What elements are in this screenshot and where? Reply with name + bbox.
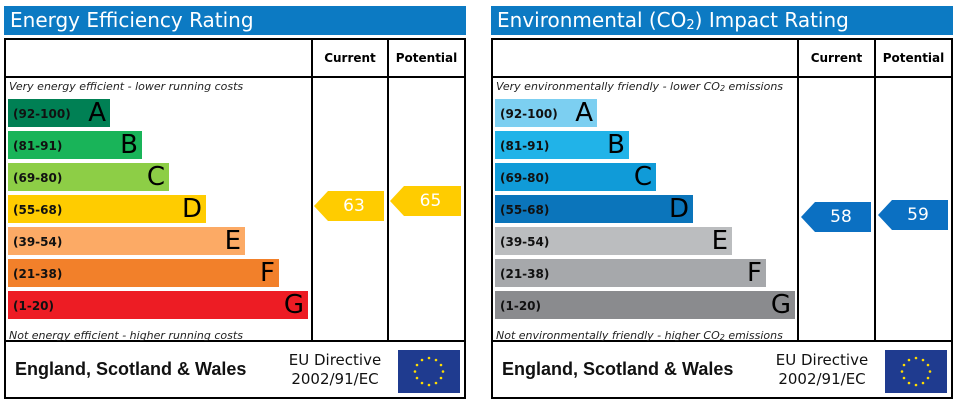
potential-column-header: Potential bbox=[882, 51, 945, 65]
environment-title: Environmental (CO2) Impact Rating bbox=[491, 6, 953, 35]
note-text: Very environmentally friendly - lower CO bbox=[496, 80, 720, 93]
note-subscript: 2 bbox=[719, 333, 725, 342]
footer-directive: EU Directive 2002/91/EC bbox=[280, 351, 390, 389]
current-column-header: Current bbox=[324, 51, 376, 65]
energy-title: Energy Efficiency Rating bbox=[4, 6, 466, 35]
eu-flag-icon bbox=[885, 350, 947, 393]
band-range: (55-68) bbox=[13, 203, 63, 217]
column-divider bbox=[797, 38, 799, 341]
band-letter: C bbox=[633, 162, 652, 192]
footer-region: England, Scotland & Wales bbox=[502, 359, 734, 379]
top-note: Very energy efficient - lower running co… bbox=[9, 80, 244, 93]
band-letter: A bbox=[575, 98, 593, 128]
band-letter: B bbox=[607, 130, 625, 160]
band-d: (55-68) D bbox=[495, 194, 693, 224]
arrow-left-icon bbox=[801, 202, 871, 232]
directive-line-1: EU Directive bbox=[288, 351, 382, 369]
potential-rating-arrow: 65 bbox=[390, 186, 461, 216]
column-divider bbox=[311, 38, 313, 341]
band-range: (55-68) bbox=[500, 203, 550, 217]
band-range: (69-80) bbox=[500, 171, 550, 185]
footer-directive: EU Directive 2002/91/EC bbox=[767, 351, 877, 389]
directive-line-2: 2002/91/EC bbox=[291, 370, 379, 388]
band-a: (92-100) A bbox=[8, 98, 110, 128]
band-a: (92-100) A bbox=[495, 98, 597, 128]
note-text: emissions bbox=[724, 329, 783, 342]
directive-line-2: 2002/91/EC bbox=[778, 370, 866, 388]
band-letter: D bbox=[181, 194, 202, 224]
footer-region: England, Scotland & Wales bbox=[15, 359, 247, 379]
band-f: (21-38) F bbox=[8, 258, 279, 288]
note-subscript: 2 bbox=[719, 84, 726, 93]
current-rating-value: 63 bbox=[343, 196, 365, 216]
arrow-left-icon bbox=[314, 191, 384, 221]
header-divider bbox=[4, 76, 466, 78]
band-b: (81-91) B bbox=[495, 130, 629, 160]
band-e: (39-54) E bbox=[495, 226, 732, 256]
band-letter: B bbox=[120, 130, 138, 160]
potential-rating-value: 59 bbox=[907, 205, 929, 225]
band-letter: F bbox=[260, 258, 275, 288]
current-column-header: Current bbox=[810, 51, 863, 65]
band-letter: E bbox=[711, 226, 728, 256]
title-subscript: 2 bbox=[686, 18, 695, 33]
band-range: (81-91) bbox=[500, 139, 550, 153]
band-letter: C bbox=[146, 162, 165, 192]
energy-efficiency-panel: Energy Efficiency Rating Current Potenti… bbox=[4, 6, 466, 399]
directive-line-1: EU Directive bbox=[775, 351, 869, 369]
band-letter: A bbox=[88, 98, 106, 128]
band-range: (1-20) bbox=[13, 299, 54, 313]
title-text: Environmental (CO bbox=[497, 8, 687, 32]
current-rating-arrow: 58 bbox=[801, 202, 871, 232]
environment-frame bbox=[491, 38, 953, 399]
bottom-note: Not environmentally friendly - higher CO… bbox=[496, 329, 783, 342]
band-b: (81-91) B bbox=[8, 130, 142, 160]
band-f: (21-38) F bbox=[495, 258, 766, 288]
band-letter: E bbox=[224, 226, 241, 256]
band-g: (1-20) G bbox=[8, 290, 308, 320]
column-divider bbox=[387, 38, 389, 341]
potential-column-header: Potential bbox=[395, 51, 458, 65]
note-text: Not environmentally friendly - higher CO bbox=[496, 329, 720, 342]
potential-rating-arrow: 59 bbox=[878, 200, 948, 230]
band-g: (1-20) G bbox=[495, 290, 795, 320]
current-rating-arrow: 63 bbox=[314, 191, 384, 221]
band-range: (81-91) bbox=[13, 139, 63, 153]
current-rating-value: 58 bbox=[830, 207, 852, 227]
band-letter: G bbox=[283, 290, 304, 320]
header-divider bbox=[491, 76, 953, 78]
footer-divider bbox=[491, 340, 953, 342]
band-e: (39-54) E bbox=[8, 226, 245, 256]
band-letter: F bbox=[747, 258, 762, 288]
band-range: (92-100) bbox=[13, 107, 71, 121]
band-d: (55-68) D bbox=[8, 194, 206, 224]
band-letter: G bbox=[770, 290, 791, 320]
band-range: (69-80) bbox=[13, 171, 63, 185]
band-range: (21-38) bbox=[13, 267, 63, 281]
column-divider bbox=[874, 38, 876, 341]
note-text: emissions bbox=[725, 80, 784, 93]
band-c: (69-80) C bbox=[495, 162, 656, 192]
band-range: (39-54) bbox=[500, 235, 550, 249]
top-note: Very environmentally friendly - lower CO… bbox=[496, 80, 783, 93]
band-range: (21-38) bbox=[500, 267, 550, 281]
bottom-note: Not energy efficient - higher running co… bbox=[9, 329, 243, 342]
title-text: ) Impact Rating bbox=[694, 8, 849, 32]
band-range: (39-54) bbox=[13, 235, 63, 249]
arrow-left-icon bbox=[390, 186, 461, 216]
arrow-left-icon bbox=[878, 200, 948, 230]
band-range: (92-100) bbox=[500, 107, 558, 121]
potential-rating-value: 65 bbox=[419, 191, 442, 211]
environmental-impact-panel: Environmental (CO2) Impact Rating Curren… bbox=[491, 6, 953, 399]
band-c: (69-80) C bbox=[8, 162, 169, 192]
footer-divider bbox=[4, 340, 466, 342]
band-letter: D bbox=[668, 194, 689, 224]
eu-flag-icon bbox=[398, 350, 460, 393]
energy-frame bbox=[4, 38, 466, 399]
band-range: (1-20) bbox=[500, 299, 541, 313]
